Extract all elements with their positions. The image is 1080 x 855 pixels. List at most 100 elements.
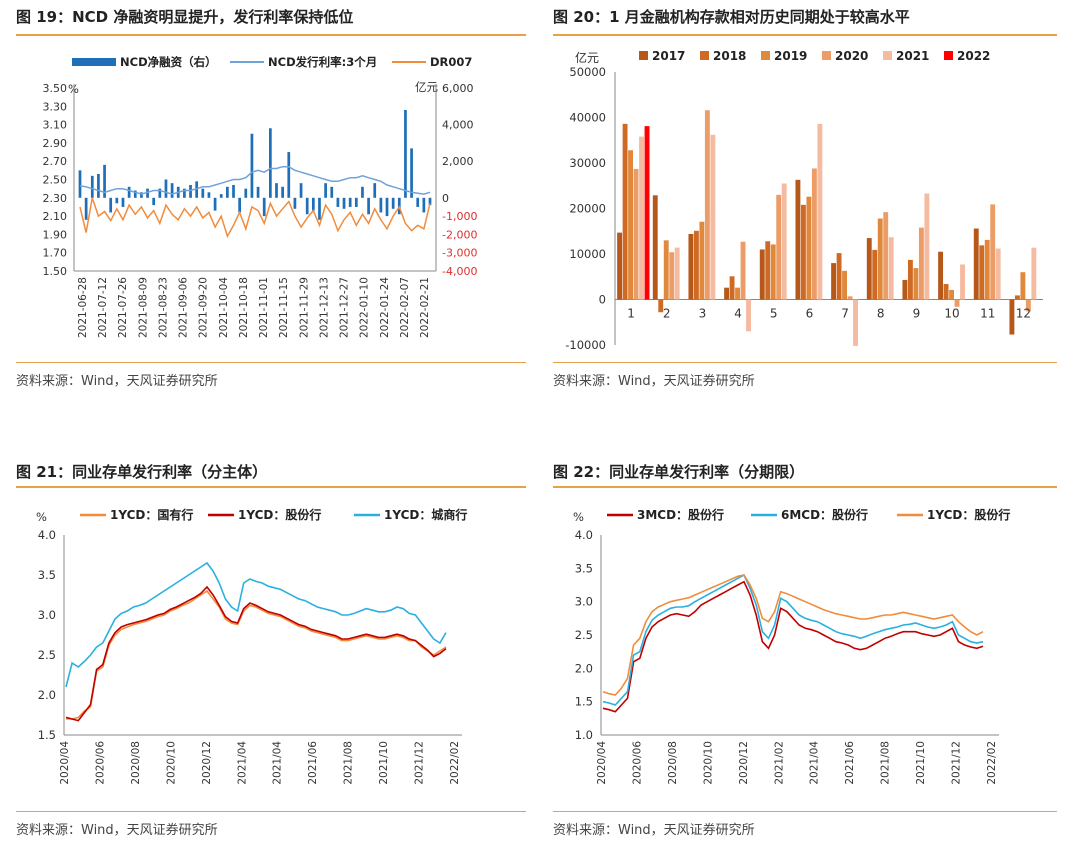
bar bbox=[1020, 272, 1026, 300]
x-tick-label: 2022-02-21 bbox=[419, 277, 431, 338]
bar bbox=[907, 259, 913, 300]
y-tick-label: 2.90 bbox=[43, 137, 68, 150]
panel-tenor: 图 22：同业存单发行利率（分期限） 3MCD：股份行 6MCD：股份行 1YCD：… bbox=[553, 455, 1063, 855]
y-tick-label: 2.5 bbox=[575, 628, 593, 642]
x-tick-label: 6 bbox=[806, 307, 814, 321]
bar bbox=[765, 241, 771, 300]
y2-tick-label: 6,000 bbox=[442, 82, 474, 95]
bar bbox=[924, 193, 930, 300]
x-tick-label: 2021-08-23 bbox=[157, 277, 169, 338]
bar bbox=[1025, 299, 1031, 312]
x-tick-label: 2021-10-04 bbox=[218, 277, 230, 338]
x-tick-label: 2021/08 bbox=[343, 741, 355, 785]
y-tick-label: 1.70 bbox=[43, 247, 68, 260]
legend-label: NCD发行利率:3个月 bbox=[268, 55, 377, 69]
x-tick-label: 2021-11-01 bbox=[258, 277, 270, 338]
x-tick-label: 2020/06 bbox=[94, 741, 106, 785]
bar bbox=[1009, 299, 1015, 335]
x-tick-label: 2021-07-26 bbox=[117, 277, 129, 338]
bar bbox=[622, 123, 628, 300]
legend-label: 2021 bbox=[896, 49, 929, 63]
legend-label: 2018 bbox=[713, 49, 746, 63]
bar bbox=[902, 279, 908, 300]
legend-label: 3MCD：股份行 bbox=[637, 507, 724, 522]
x-tick-label: 7 bbox=[841, 307, 849, 321]
title-rule bbox=[16, 34, 526, 36]
bar bbox=[256, 186, 260, 198]
y-tick-label: 3.30 bbox=[43, 100, 68, 113]
y-tick-label: 2.10 bbox=[43, 210, 68, 223]
bar bbox=[949, 289, 955, 300]
x-tick-label: 2021/12 bbox=[951, 741, 963, 785]
bar bbox=[842, 270, 848, 300]
x-tick-label: 2020/10 bbox=[165, 741, 177, 785]
bar bbox=[918, 227, 924, 300]
legend-swatch bbox=[822, 51, 831, 60]
chart-title: 图 20：1 月金融机构存款相对历史同期处于较高水平 bbox=[553, 8, 910, 26]
bar bbox=[704, 110, 710, 300]
series-line bbox=[65, 585, 447, 722]
bar bbox=[888, 237, 894, 300]
bar bbox=[644, 126, 650, 300]
series-line bbox=[65, 561, 447, 688]
bar bbox=[984, 239, 990, 300]
x-tick-label: 2020/12 bbox=[201, 741, 213, 785]
bar bbox=[1014, 295, 1020, 300]
bar bbox=[305, 197, 309, 215]
y-tick-label: 1.5 bbox=[575, 695, 593, 709]
x-tick-label: 2021-07-12 bbox=[97, 277, 109, 338]
y-tick-label: 20000 bbox=[569, 202, 606, 216]
bar bbox=[140, 192, 143, 198]
legend-swatch bbox=[944, 51, 953, 60]
y-tick-label: 2.70 bbox=[43, 155, 68, 168]
bar bbox=[354, 197, 358, 207]
x-tick-label: 2021-12-27 bbox=[339, 277, 351, 338]
x-tick-label: 2020/08 bbox=[667, 741, 679, 785]
x-tick-label: 2021/04 bbox=[236, 741, 248, 785]
bar bbox=[318, 197, 321, 220]
x-tick-label: 2021/10 bbox=[915, 741, 927, 785]
bar bbox=[115, 197, 119, 204]
y-tick-label: 2.0 bbox=[575, 661, 593, 675]
bar bbox=[954, 299, 960, 307]
bar bbox=[183, 188, 186, 198]
bar bbox=[740, 241, 746, 300]
x-tick-label: 2021/12 bbox=[414, 741, 426, 785]
x-tick-label: 2020/08 bbox=[130, 741, 142, 785]
y-tick-label: 1.5 bbox=[38, 728, 56, 742]
title-rule bbox=[553, 34, 1057, 36]
y-tick-label: 3.5 bbox=[575, 561, 593, 575]
bar bbox=[268, 128, 272, 198]
bar bbox=[1031, 247, 1037, 300]
bar bbox=[293, 197, 297, 209]
bar bbox=[724, 287, 730, 300]
x-tick-label: 2021-09-20 bbox=[198, 277, 210, 338]
bar bbox=[699, 221, 705, 300]
panel-deposits: 图 20：1 月金融机构存款相对历史同期处于较高水平 亿元 2017 2018 201… bbox=[553, 0, 1063, 400]
y-tick-label: 2.30 bbox=[43, 192, 68, 205]
y2-tick-label: 0 bbox=[442, 192, 449, 205]
bar bbox=[817, 123, 823, 300]
bar bbox=[109, 197, 113, 213]
chart-title: 图 19：NCD 净融资明显提升，发行利率保持低位 bbox=[16, 8, 354, 26]
y-tick-label: 30000 bbox=[569, 156, 606, 170]
series-line bbox=[79, 197, 431, 239]
bar bbox=[973, 228, 979, 300]
bar bbox=[379, 197, 383, 213]
bar bbox=[800, 204, 806, 300]
bar bbox=[385, 197, 389, 217]
legend-swatch bbox=[761, 51, 770, 60]
bar bbox=[943, 284, 949, 300]
series-line bbox=[602, 574, 984, 696]
x-tick-label: 2021/10 bbox=[378, 741, 390, 785]
bar bbox=[250, 133, 254, 198]
y-tick-label: 50000 bbox=[569, 65, 606, 79]
bar bbox=[84, 197, 88, 220]
bar bbox=[781, 183, 787, 300]
series-line bbox=[79, 165, 431, 195]
source-rule bbox=[16, 362, 526, 363]
x-tick-label: 11 bbox=[980, 307, 995, 321]
bar bbox=[806, 196, 812, 300]
bar bbox=[189, 184, 192, 198]
source-rule bbox=[553, 362, 1057, 363]
